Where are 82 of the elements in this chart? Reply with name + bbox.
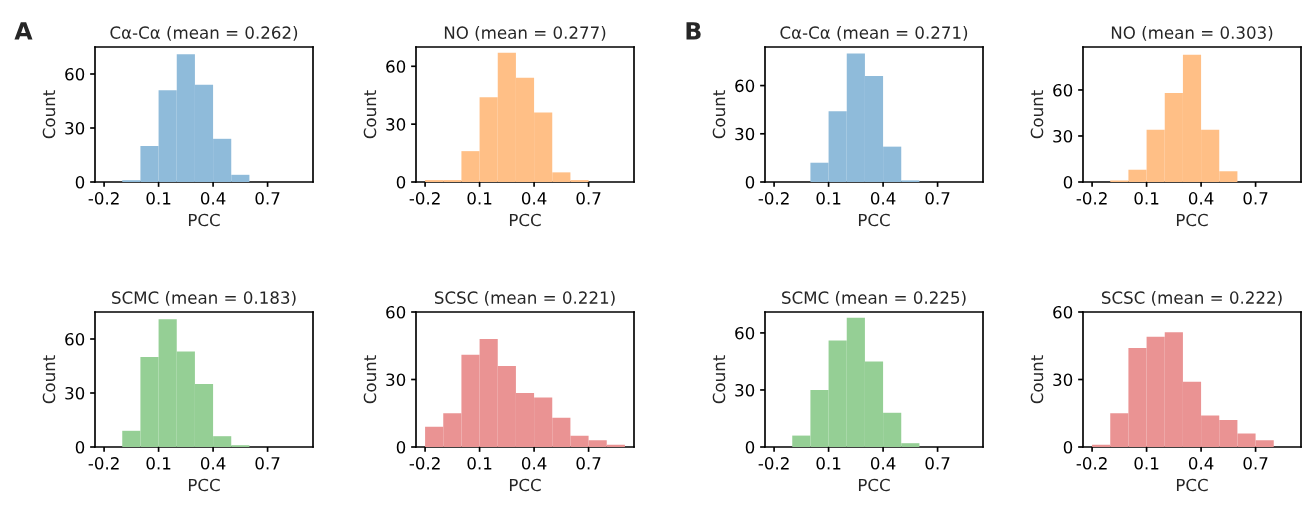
x-tick-label: 0.1 [146,192,171,205]
y-tick-label: 60 [735,79,755,93]
x-tick-label: -0.2 [1076,457,1107,470]
y-tick-label: 30 [1053,373,1073,387]
y-tick-label: 60 [386,60,406,73]
y-tick-label: 30 [65,121,85,135]
x-tick-label: -0.2 [88,457,119,470]
y-tick-label: 60 [65,332,85,346]
y-tick-label: 60 [1053,305,1073,319]
x-tick-label: 0.7 [576,192,601,205]
y-tick-label: 0 [75,440,85,454]
x-axis-title: PCC [188,213,220,227]
x-axis-title: PCC [1176,213,1208,227]
x-tick-label: -0.2 [1076,192,1107,205]
x-tick-label: 0.4 [200,457,226,470]
x-axis-title: PCC [509,213,541,227]
y-tick-label: 60 [65,67,85,81]
y-tick-label: 30 [735,127,755,141]
chart-title: NO (mean = 0.303) [1111,26,1273,41]
y-axis-title: Count [712,90,726,139]
x-axis-title: PCC [858,478,890,492]
x-axis-title: PCC [188,478,220,492]
y-axis-title: Count [42,355,56,404]
x-axis-title: PCC [858,213,890,227]
chart-title: NO (mean = 0.277) [444,26,606,41]
x-tick-label: 0.1 [146,457,171,470]
y-axis-title: Count [363,355,377,404]
y-axis-title: Count [1030,90,1044,139]
chart-title: Cα-Cα (mean = 0.271) [780,26,968,41]
y-tick-label: 0 [1063,175,1073,189]
x-axis-title: PCC [1176,478,1208,492]
x-tick-label: 0.1 [467,457,492,470]
y-tick-label: 0 [75,175,85,189]
x-tick-label: 0.1 [816,192,841,205]
x-tick-label: -0.2 [409,192,440,205]
chart-title: SCSC (mean = 0.222) [1101,291,1282,306]
chart-title: SCMC (mean = 0.225) [782,291,966,306]
x-tick-label: 0.4 [1188,192,1214,205]
x-tick-label: 0.7 [576,457,601,470]
y-tick-label: 30 [1053,129,1073,143]
x-tick-label: 0.4 [521,457,547,470]
y-axis-title: Count [42,90,56,139]
chart-title: Cα-Cα (mean = 0.262) [110,26,298,41]
x-tick-label: 0.4 [870,457,896,470]
x-tick-label: 0.1 [1134,192,1159,205]
x-tick-label: 0.4 [200,192,226,205]
x-tick-label: -0.2 [409,457,440,470]
x-tick-label: 0.7 [1243,192,1268,205]
x-tick-label: 0.7 [255,457,280,470]
y-tick-label: 0 [396,175,406,189]
y-tick-label: 60 [1053,83,1073,97]
chart-title: SCMC (mean = 0.183) [112,291,296,306]
x-tick-label: 0.7 [925,457,950,470]
y-axis-title: Count [363,90,377,139]
x-tick-label: -0.2 [758,192,789,205]
text: A [14,22,33,40]
y-tick-label: 0 [745,440,755,454]
y-tick-label: 60 [735,326,755,340]
x-tick-label: 0.4 [521,192,547,205]
y-axis-title: Count [712,355,726,404]
chart-title: SCSC (mean = 0.221) [434,291,615,306]
x-tick-label: 0.4 [870,192,896,205]
y-tick-label: 0 [1063,440,1073,454]
y-tick-label: 60 [386,305,406,319]
x-tick-label: 0.1 [816,457,841,470]
text: B [686,22,701,40]
x-tick-label: 0.7 [925,192,950,205]
y-axis-title: Count [1030,355,1044,404]
x-axis-title: PCC [509,478,541,492]
y-tick-label: 30 [735,383,755,397]
y-tick-label: 30 [65,386,85,400]
x-tick-label: 0.7 [255,192,280,205]
x-tick-label: 0.1 [467,192,492,205]
y-tick-label: 30 [386,373,406,387]
y-tick-label: 30 [386,118,406,131]
x-tick-label: -0.2 [88,192,119,205]
y-tick-label: 0 [745,175,755,189]
x-tick-label: 0.7 [1243,457,1268,470]
x-tick-label: 0.4 [1188,457,1214,470]
x-tick-label: -0.2 [758,457,789,470]
y-tick-label: 0 [396,440,406,454]
x-tick-label: 0.1 [1134,457,1159,470]
